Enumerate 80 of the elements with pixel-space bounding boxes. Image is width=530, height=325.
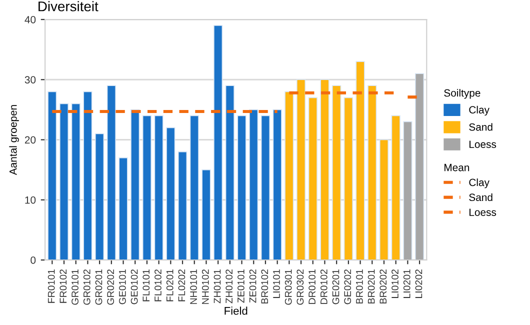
bar [83, 91, 92, 260]
x-tick-label: GR0101 [72, 270, 78, 305]
bar [142, 115, 152, 260]
bar [71, 103, 80, 260]
bar [106, 85, 116, 260]
x-tick-label: ZE0102 [249, 270, 256, 303]
bar [260, 115, 270, 260]
bar [368, 85, 377, 260]
text: Soiltype [444, 89, 480, 99]
bar [59, 103, 69, 260]
x-tick-label: LI0202 [415, 270, 422, 298]
x-tick-label: GR0302 [296, 270, 304, 305]
x-tick-label: FL0101 [142, 270, 150, 302]
x-axis-title: Field [224, 306, 248, 315]
bar [166, 127, 176, 260]
text: Mean [444, 164, 470, 172]
bar [48, 91, 57, 260]
x-tick-label: DR0102 [320, 270, 328, 304]
bar [190, 115, 199, 260]
x-tick-label: GE0101 [118, 270, 126, 304]
y-tick-label: 20 [24, 136, 36, 144]
bar [272, 109, 282, 260]
x-tick-label: NH0101 [190, 270, 197, 304]
bar [296, 79, 306, 260]
legend-label: Clay [469, 106, 490, 116]
bar [178, 151, 188, 260]
x-tick-label: ZE0101 [238, 270, 244, 303]
x-tick-label: GR0301 [284, 270, 292, 305]
bar [214, 25, 223, 260]
bar [414, 73, 424, 260]
bar [379, 139, 389, 260]
x-tick-label: ZH0102 [226, 270, 233, 304]
x-tick-label: GR0202 [107, 270, 114, 305]
bar [332, 85, 342, 260]
x-tick-label: BR0102 [261, 270, 268, 304]
x-tick-label: GE0202 [344, 270, 352, 304]
bar [284, 91, 294, 260]
x-tick-label: FL0201 [166, 270, 174, 302]
bar [154, 115, 164, 260]
y-tick-label: 10 [25, 196, 36, 204]
x-tick-label: GR0201 [95, 270, 102, 305]
x-tick-label: FR0101 [48, 270, 55, 303]
x-tick-label: LI0201 [403, 270, 410, 298]
x-tick-label: LI0101 [273, 270, 280, 298]
bar [356, 61, 365, 260]
legend-label: Loess [470, 140, 496, 148]
legend-label: Loess [470, 208, 496, 216]
x-tick-label: BR0101 [356, 270, 363, 304]
x-tick-label: FL0102 [154, 270, 162, 302]
bar [130, 109, 140, 260]
x-tick-label: GR0102 [83, 270, 90, 305]
x-tick-label: BR0202 [380, 270, 387, 304]
x-tick-label: FR0102 [60, 270, 67, 303]
x-tick-label: GE0201 [332, 270, 340, 304]
x-tick-label: FL0202 [178, 270, 186, 302]
bar [320, 79, 330, 260]
bar [118, 157, 128, 260]
legend-label: Sand [469, 123, 492, 131]
y-tick-label: 0 [30, 256, 36, 264]
y-tick-label: 30 [24, 76, 36, 84]
x-tick-label: ZH0101 [214, 270, 221, 304]
legend-label: Sand [469, 193, 492, 202]
x-tick-label: GE0102 [130, 270, 138, 304]
x-tick-label: BR0201 [368, 270, 375, 304]
bar [225, 85, 234, 260]
x-tick-label: DR0101 [308, 270, 316, 304]
y-axis-title: Aantal groepen [9, 105, 19, 176]
bar [249, 109, 258, 260]
bar [344, 97, 353, 260]
bar [403, 121, 412, 260]
bar [391, 115, 400, 260]
x-tick-label: LI0102 [392, 270, 398, 298]
legend-label: Clay [469, 178, 490, 188]
bar [237, 115, 246, 260]
bar [202, 169, 211, 260]
y-tick-label: 40 [24, 16, 36, 24]
bar [94, 133, 104, 260]
bar [308, 97, 318, 260]
x-tick-label: NH0102 [202, 270, 209, 304]
chart-title: Diversiteit [38, 1, 98, 12]
